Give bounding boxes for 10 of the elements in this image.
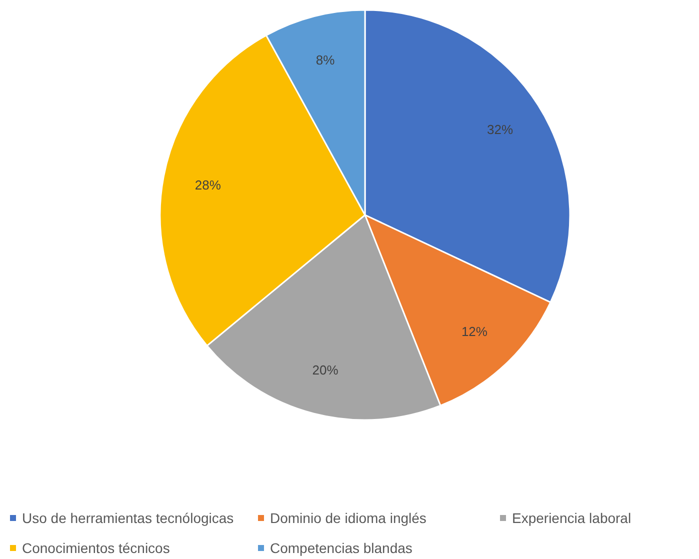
data-label: 32%	[486, 122, 514, 137]
data-label: 12%	[461, 324, 488, 340]
legend-label: Conocimientos técnicos	[22, 540, 170, 556]
data-label: 8%	[316, 52, 336, 68]
data-label: 20%	[312, 362, 339, 378]
data-label: 28%	[194, 178, 222, 193]
legend-label: Dominio de idioma inglés	[270, 510, 426, 526]
legend-label: Experiencia laboral	[512, 510, 632, 526]
legend-label: Uso de herramientas tecnólogicas	[22, 510, 234, 526]
legend-label: Competencias blandas	[270, 540, 412, 556]
